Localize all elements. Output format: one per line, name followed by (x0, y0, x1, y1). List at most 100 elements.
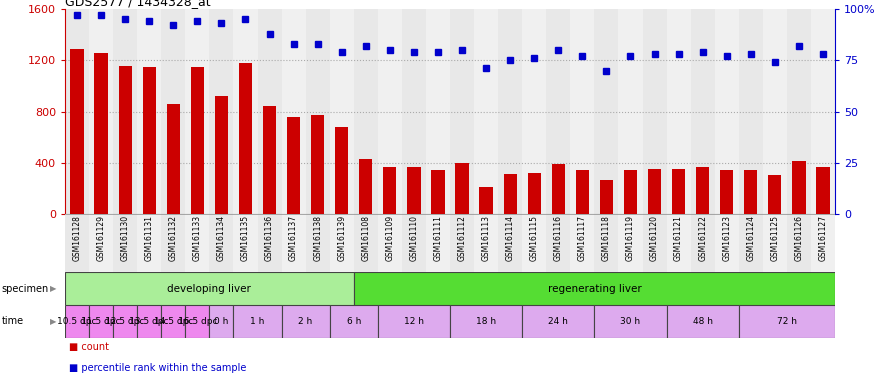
Bar (503, 174, 517, 214)
Bar (792, 161, 806, 214)
Bar (619, 214, 642, 272)
Text: GSM161123: GSM161123 (722, 215, 732, 261)
Bar (65, 9, 89, 214)
Text: GSM161128: GSM161128 (73, 215, 81, 261)
Text: GSM161126: GSM161126 (794, 215, 803, 261)
Bar (234, 9, 257, 214)
Text: GSM161121: GSM161121 (674, 215, 683, 261)
Text: GSM161138: GSM161138 (313, 215, 322, 261)
Bar (257, 214, 282, 272)
Text: GSM161113: GSM161113 (481, 215, 491, 261)
Text: GSM161119: GSM161119 (626, 215, 635, 261)
Text: GSM161125: GSM161125 (770, 215, 780, 261)
Bar (94, 53, 108, 214)
Text: GSM161118: GSM161118 (602, 215, 611, 261)
Text: 12 h: 12 h (404, 317, 423, 326)
Bar (407, 167, 421, 214)
Text: developing liver: developing liver (167, 283, 251, 293)
Text: GSM161127: GSM161127 (818, 215, 828, 261)
Bar (161, 214, 186, 272)
Bar (161, 305, 186, 338)
Text: ▶: ▶ (50, 317, 56, 326)
Text: GSM161117: GSM161117 (578, 215, 587, 261)
Bar (648, 169, 662, 214)
Bar (89, 214, 113, 272)
Text: GSM161111: GSM161111 (433, 215, 443, 261)
Bar (65, 272, 354, 305)
Text: ■ count: ■ count (69, 342, 109, 352)
Bar (690, 9, 715, 214)
Text: GSM161112: GSM161112 (458, 215, 466, 261)
Bar (690, 214, 715, 272)
Bar (811, 9, 835, 214)
Bar (257, 9, 282, 214)
Text: GSM161129: GSM161129 (96, 215, 106, 261)
Bar (816, 167, 829, 214)
Bar (426, 9, 450, 214)
Bar (186, 305, 209, 338)
Bar (426, 214, 450, 272)
Text: GSM161137: GSM161137 (289, 215, 298, 261)
Text: GSM161139: GSM161139 (337, 215, 346, 261)
Bar (186, 9, 209, 214)
Bar (498, 214, 522, 272)
Bar (768, 175, 781, 214)
Bar (667, 214, 690, 272)
Bar (282, 214, 305, 272)
Bar (576, 170, 589, 214)
Bar (89, 305, 113, 338)
Bar (378, 214, 402, 272)
Bar (239, 63, 252, 214)
Bar (354, 9, 378, 214)
Text: GSM161108: GSM161108 (361, 215, 370, 261)
Text: GDS2577 / 1434328_at: GDS2577 / 1434328_at (65, 0, 211, 8)
Bar (262, 106, 276, 214)
Bar (234, 305, 282, 338)
Text: regenerating liver: regenerating liver (548, 283, 641, 293)
Bar (522, 214, 546, 272)
Bar (738, 214, 763, 272)
Text: GSM161131: GSM161131 (144, 215, 154, 261)
Bar (354, 272, 835, 305)
Text: specimen: specimen (2, 283, 49, 293)
Text: GSM161124: GSM161124 (746, 215, 755, 261)
Text: GSM161132: GSM161132 (169, 215, 178, 261)
Bar (209, 214, 234, 272)
Text: 16.5 dpc: 16.5 dpc (178, 317, 217, 326)
Bar (474, 214, 498, 272)
Text: 1 h: 1 h (250, 317, 265, 326)
Text: 2 h: 2 h (298, 317, 312, 326)
Text: time: time (2, 316, 24, 326)
Bar (137, 305, 161, 338)
Bar (65, 214, 89, 272)
Bar (522, 305, 594, 338)
Bar (383, 167, 396, 214)
Bar (70, 49, 84, 214)
Bar (738, 9, 763, 214)
Text: GSM161133: GSM161133 (192, 215, 202, 261)
Bar (166, 104, 180, 214)
Bar (137, 214, 161, 272)
Text: GSM161116: GSM161116 (554, 215, 563, 261)
Bar (480, 187, 493, 214)
Bar (402, 9, 426, 214)
Bar (570, 9, 594, 214)
Bar (287, 117, 300, 214)
Bar (282, 305, 330, 338)
Text: 48 h: 48 h (693, 317, 712, 326)
Bar (546, 214, 570, 272)
Bar (359, 159, 373, 214)
Bar (599, 180, 613, 214)
Bar (282, 9, 305, 214)
Bar (594, 305, 667, 338)
Bar (738, 305, 835, 338)
Bar (594, 9, 619, 214)
Bar (137, 9, 161, 214)
Bar (787, 9, 811, 214)
Bar (744, 170, 758, 214)
Text: GSM161130: GSM161130 (121, 215, 130, 261)
Bar (672, 169, 685, 214)
Bar (642, 214, 667, 272)
Bar (624, 170, 637, 214)
Text: GSM161109: GSM161109 (385, 215, 395, 261)
